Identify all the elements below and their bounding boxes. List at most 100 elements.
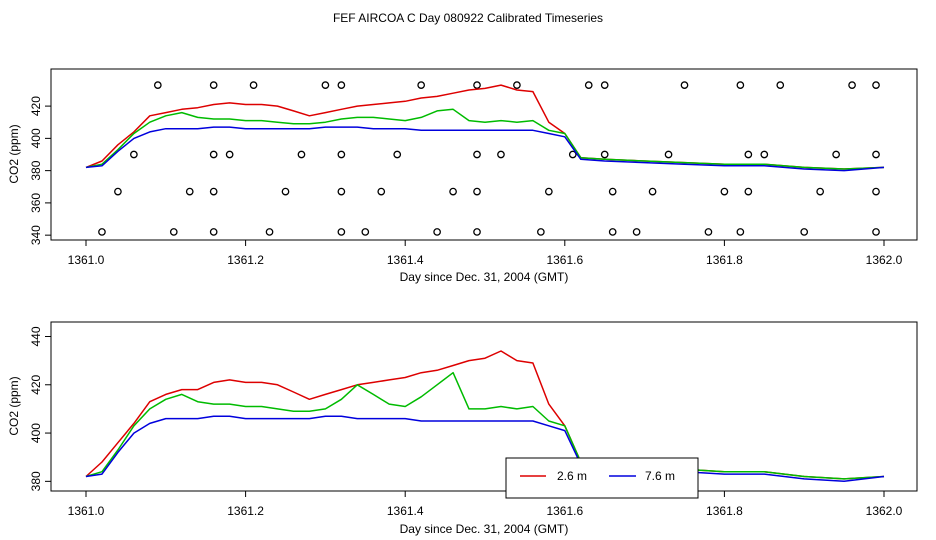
x-tick-label: 1362.0: [866, 504, 903, 518]
flag-marker: [98, 228, 106, 236]
flag-marker: [185, 187, 194, 196]
flag-marker: [872, 81, 880, 89]
flag-marker: [473, 150, 481, 159]
legend-box: [505, 457, 699, 499]
bottom-x-axis: 1361.0 1361.2 1361.4 1361.6 1361.8 1362.0: [68, 491, 903, 518]
flag-marker: [249, 81, 258, 89]
top-flag-markers: [98, 81, 880, 236]
flag-marker: [632, 228, 641, 236]
x-tick-label: 1361.2: [227, 253, 264, 267]
flag-marker: [736, 81, 745, 89]
flag-marker: [664, 150, 673, 159]
top-y-axis: 340 360 380 400 420: [29, 96, 51, 245]
x-tick-label: 1361.6: [546, 504, 583, 518]
y-tick-label: 400: [29, 128, 43, 148]
x-tick-label: 1362.0: [866, 253, 903, 267]
y-tick-label: 340: [29, 225, 43, 245]
flag-marker: [544, 187, 553, 196]
top-x-axis-label: Day since Dec. 31, 2004 (GMT): [400, 270, 569, 284]
flag-marker: [800, 228, 809, 236]
top-series: [85, 84, 885, 172]
flag-marker: [153, 81, 162, 89]
flag-marker: [608, 187, 617, 196]
flag-marker: [744, 187, 753, 196]
flag-marker: [130, 150, 138, 159]
flag-marker: [169, 228, 178, 236]
flag-marker: [337, 81, 346, 89]
flag-marker: [744, 150, 753, 159]
flag-marker: [608, 228, 617, 236]
series-line-2-6-m: [85, 350, 885, 480]
series-line-2-6-m: [85, 84, 885, 170]
flag-marker: [114, 187, 122, 196]
bottom-series: [85, 350, 885, 483]
flag-marker: [832, 150, 840, 159]
legend-label-2-6m: 2.6 m: [557, 469, 587, 483]
chart-title: FEF AIRCOA C Day 080922 Calibrated Times…: [333, 11, 603, 25]
flag-marker: [449, 187, 457, 196]
top-y-axis-label: CO2 (ppm): [7, 124, 21, 183]
flag-marker: [537, 228, 545, 236]
y-tick-label: 380: [29, 471, 43, 491]
x-tick-label: 1361.0: [68, 504, 105, 518]
x-tick-label: 1361.4: [387, 253, 424, 267]
bottom-y-axis: 380 400 420 440: [29, 326, 51, 491]
flag-marker: [776, 81, 785, 89]
flag-marker: [377, 187, 386, 196]
bottom-x-axis-label: Day since Dec. 31, 2004 (GMT): [400, 522, 569, 536]
flag-marker: [417, 81, 426, 89]
y-tick-label: 400: [29, 423, 43, 443]
y-tick-label: 440: [29, 326, 43, 346]
y-tick-label: 380: [29, 160, 43, 180]
flag-marker: [720, 187, 729, 196]
flag-marker: [265, 228, 274, 236]
bottom-plot-frame: [50, 321, 918, 492]
series-line-ch2: [85, 371, 885, 480]
flag-marker: [297, 150, 306, 159]
flag-marker: [209, 150, 218, 159]
flag-marker: [648, 187, 657, 196]
top-plot-frame: [50, 68, 918, 241]
flag-marker: [433, 228, 441, 236]
flag-marker: [513, 81, 521, 89]
flag-marker: [760, 150, 769, 159]
y-tick-label: 420: [29, 374, 43, 394]
series-line-ch2: [85, 108, 885, 170]
flag-marker: [337, 228, 346, 236]
y-tick-label: 360: [29, 193, 43, 213]
flag-marker: [584, 81, 593, 89]
flag-marker: [209, 81, 218, 89]
flag-marker: [872, 187, 880, 196]
bottom-y-axis-label: CO2 (ppm): [7, 376, 21, 435]
x-tick-label: 1361.6: [546, 253, 583, 267]
flag-marker: [473, 81, 481, 89]
flag-marker: [473, 187, 481, 196]
flag-marker: [848, 81, 856, 89]
y-tick-label: 420: [29, 96, 43, 116]
top-panel: 340 360 380 400 420 1361.0 1361.2 1361.4 1361.6…: [7, 68, 918, 284]
x-tick-label: 1361.2: [227, 504, 264, 518]
flag-marker: [600, 150, 609, 159]
flag-marker: [568, 150, 577, 159]
flag-marker: [321, 81, 330, 89]
legend-label-7-6m: 7.6 m: [645, 469, 675, 483]
x-tick-label: 1361.0: [68, 253, 105, 267]
flag-marker: [680, 81, 689, 89]
flag-marker: [736, 228, 745, 236]
flag-marker: [473, 228, 481, 236]
flag-marker: [497, 150, 505, 159]
flag-marker: [872, 228, 880, 236]
top-x-axis: 1361.0 1361.2 1361.4 1361.6 1361.8 1362.0: [68, 240, 903, 267]
x-tick-label: 1361.8: [706, 504, 743, 518]
flag-marker: [337, 187, 346, 196]
flag-marker: [209, 228, 218, 236]
flag-marker: [337, 150, 346, 159]
x-tick-label: 1361.4: [387, 504, 424, 518]
flag-marker: [872, 150, 880, 159]
flag-marker: [393, 150, 402, 159]
series-line-7-6-m: [85, 126, 885, 172]
flag-marker: [209, 187, 218, 196]
flag-marker: [704, 228, 713, 236]
